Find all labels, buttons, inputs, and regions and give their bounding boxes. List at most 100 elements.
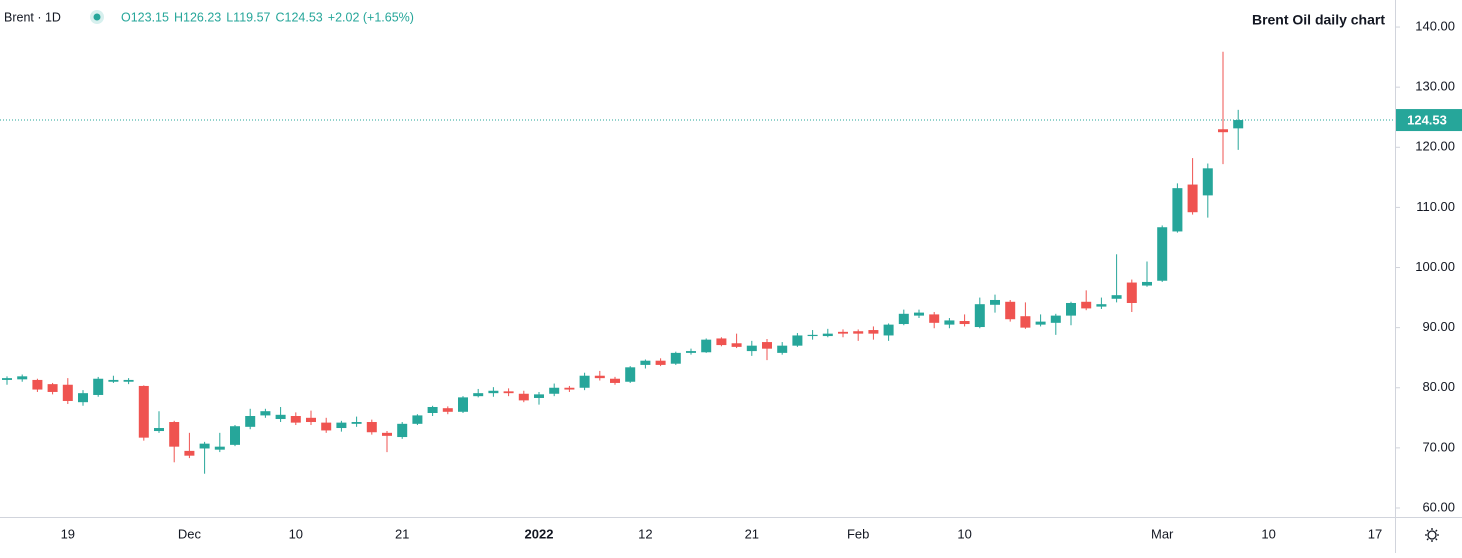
candle-body [1233,120,1244,129]
y-tick-label: 90.00 [1422,319,1455,334]
last-price-box [1396,109,1462,132]
chart-title: Brent Oil daily chart [1252,12,1385,28]
candle-body [822,333,833,337]
x-tick-label: 10 [289,526,303,541]
candle-body [898,313,909,325]
candle-body [1142,281,1152,286]
candle-body [1050,315,1061,323]
candle-body [1066,302,1076,316]
candle-body [655,360,666,365]
candle-body [670,352,681,364]
symbol[interactable]: Brent · 1D [4,10,61,24]
y-tick-label: 120.00 [1415,139,1455,154]
y-tick-label: 110.00 [1416,199,1455,214]
last-price-label: 124.53 [1407,112,1447,127]
candle-body [868,330,879,334]
y-tick-label: 140.00 [1415,18,1455,33]
candle-body [716,338,727,346]
candle-body [914,312,924,316]
settings-icon[interactable] [1425,528,1439,542]
candle-body [640,360,651,365]
x-tick-label: Mar [1151,526,1174,541]
header-ohlc: O123.15 [121,10,169,24]
candle-body [974,304,985,328]
candle-body [199,443,210,449]
x-tick-label: 10 [957,526,971,541]
candle-body [762,342,772,349]
candle-body [351,422,362,424]
candle-body [458,397,468,412]
header-ohlc: C124.53 [276,10,323,24]
candle-body [442,408,453,412]
candle-body [32,379,43,390]
candle-body [154,428,164,432]
candle-body [397,423,408,438]
candle-body [518,393,529,401]
candle-body [883,324,894,336]
candle-body [78,393,88,403]
candle-body [625,367,636,382]
candle-body [321,422,332,431]
candle-body [306,417,316,423]
candle-body [1218,129,1228,133]
x-tick-label: 21 [395,526,409,541]
x-tick-label: 21 [745,526,759,541]
candle-body [245,416,256,427]
candle-body [336,422,347,429]
candle-body [1111,295,1122,299]
candle-body [944,320,955,325]
x-tick-label: Feb [847,526,869,541]
candle-body [108,379,119,382]
candle-body [93,378,104,395]
candle-body [731,343,742,347]
candle-body [184,450,195,456]
candle-body [594,375,605,379]
candle-body [1157,227,1168,281]
candle-body [138,385,149,438]
candle-body [701,339,712,353]
candle-body [929,314,940,323]
candle-body [534,394,544,398]
header-change: +2.02 (+1.65%) [328,10,414,24]
candle-body [1020,316,1031,328]
y-tick-label: 100.00 [1415,259,1455,274]
candle-body [230,426,240,445]
candle-body [777,345,788,353]
candle-body [1126,282,1137,303]
candle-body [564,387,575,390]
x-tick-label: 19 [61,526,75,541]
candle-body [17,376,28,380]
candle-body [123,379,134,382]
x-tick-label: Dec [178,526,202,541]
candle-body [412,415,423,424]
candle-body [746,345,757,352]
candle-body [1096,304,1107,307]
header-ohlc: H126.23 [174,10,221,24]
x-tick-label: 2022 [525,526,554,541]
candle-body [214,446,225,450]
candle-body [169,422,180,447]
candle-body [275,414,286,420]
candle-body [366,422,377,433]
candle-body [1081,301,1092,309]
candle-body [488,390,499,394]
candle-body [1172,188,1183,232]
candle-body [549,387,560,394]
candle-body [62,384,73,401]
y-tick-label: 80.00 [1422,379,1455,394]
y-tick-label: 130.00 [1415,79,1455,94]
plot-area [0,51,1395,474]
candle-body [427,406,438,413]
candle-body [290,416,301,423]
x-tick-label: 12 [638,526,652,541]
candle-body [260,411,271,416]
candle-body [807,334,818,337]
candle-body [1187,184,1198,213]
x-tick-label: 10 [1261,526,1275,541]
candle-body [686,351,696,353]
candle-body [473,393,484,397]
status-dot [93,13,101,21]
candle-body [1035,321,1046,325]
